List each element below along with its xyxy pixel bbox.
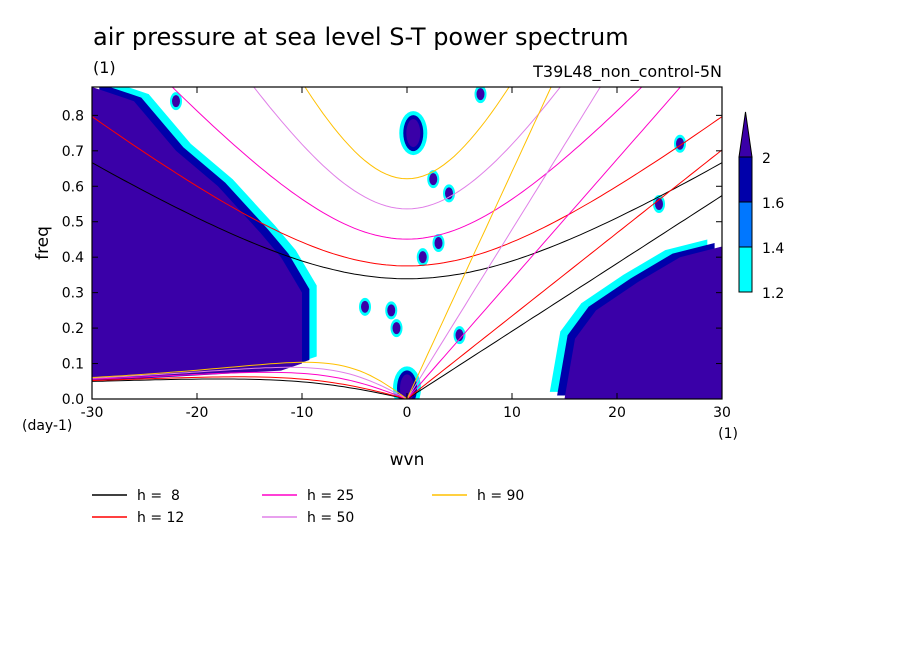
dispersion-curve <box>406 195 722 399</box>
dispersion-curve <box>92 361 408 399</box>
field-patch <box>429 173 438 186</box>
y-tick-label: 0.0 <box>62 392 84 408</box>
y-tick-label: 0.8 <box>62 108 84 124</box>
field-region <box>406 119 421 148</box>
colorbar-arrow <box>738 111 753 158</box>
dispersion-curve <box>406 149 722 399</box>
y-tick-label: 0.6 <box>62 179 84 195</box>
field-patch <box>418 251 427 264</box>
x-tick-label: 30 <box>713 405 731 421</box>
dispersion-curve <box>304 87 510 180</box>
legend-label: h = 50 <box>307 510 354 526</box>
colorbar-swatch <box>738 246 753 293</box>
dispersion-curve <box>92 376 408 399</box>
x-units-label: (1) <box>718 426 738 442</box>
dispersion-curve <box>92 371 408 399</box>
field-patch <box>455 329 464 342</box>
colorbar-label: 1.4 <box>762 241 784 257</box>
colorbar-swatch <box>738 201 753 248</box>
field-patch <box>172 95 180 108</box>
legend-label: h = 8 <box>137 488 180 504</box>
dispersion-curve <box>171 87 643 240</box>
y-tick-label: 0.3 <box>62 286 84 302</box>
y-tick-label: 0.7 <box>62 144 84 160</box>
power-field <box>92 87 722 399</box>
x-tick-label: -10 <box>291 405 314 421</box>
experiment-label: T39L48_non_control-5N <box>532 62 722 82</box>
y-tick-label: 0.2 <box>62 321 84 337</box>
dispersion-curves <box>92 87 722 399</box>
x-axis-label: wvn <box>390 450 425 470</box>
field-patch <box>476 88 485 101</box>
dispersion-curve <box>92 162 722 280</box>
y-units-label: (day-1) <box>22 418 72 434</box>
y-tick-label: 0.4 <box>62 250 84 266</box>
field-patch <box>434 237 443 249</box>
dispersion-curve <box>406 87 682 399</box>
y-axis-label: freq <box>33 226 53 260</box>
y-tick-label: 0.5 <box>62 215 84 231</box>
x-tick-label: 20 <box>608 405 626 421</box>
units-label: (1) <box>93 58 116 77</box>
dispersion-curve <box>253 87 561 210</box>
dispersion-curve <box>406 87 552 399</box>
colorbar-label: 1.6 <box>762 196 784 212</box>
dispersion-curve <box>92 378 408 399</box>
colorbar: 2 1.6 1.4 1.2 <box>738 111 784 302</box>
field-patch <box>392 322 401 335</box>
colorbar-label: 1.2 <box>762 286 784 302</box>
field-patch <box>361 300 369 313</box>
x-tick-label: 10 <box>503 405 521 421</box>
legend: h = 8 h = 12 h = 25 h = 50 h = 90 <box>92 488 524 526</box>
field-patch <box>387 304 396 317</box>
dispersion-curve <box>92 366 408 399</box>
x-axis: -30 -20 -10 0 10 20 30 <box>81 87 731 421</box>
y-axis: 0.0 0.1 0.2 0.3 0.4 0.5 0.6 0.7 0.8 <box>62 108 722 408</box>
y-tick-label: 0.1 <box>62 357 84 373</box>
dispersion-curve <box>406 87 601 399</box>
x-tick-label: -20 <box>186 405 209 421</box>
field-region <box>564 246 722 399</box>
field-region <box>92 87 302 382</box>
legend-label: h = 12 <box>137 510 184 526</box>
legend-label: h = 25 <box>307 488 354 504</box>
dispersion-curve <box>92 116 722 267</box>
legend-label: h = 90 <box>477 488 524 504</box>
x-tick-label: 0 <box>403 405 412 421</box>
colorbar-label: 2 <box>762 151 771 167</box>
x-tick-label: -30 <box>81 405 104 421</box>
chart-title: air pressure at sea level S-T power spec… <box>93 23 629 51</box>
colorbar-swatch <box>738 156 753 203</box>
